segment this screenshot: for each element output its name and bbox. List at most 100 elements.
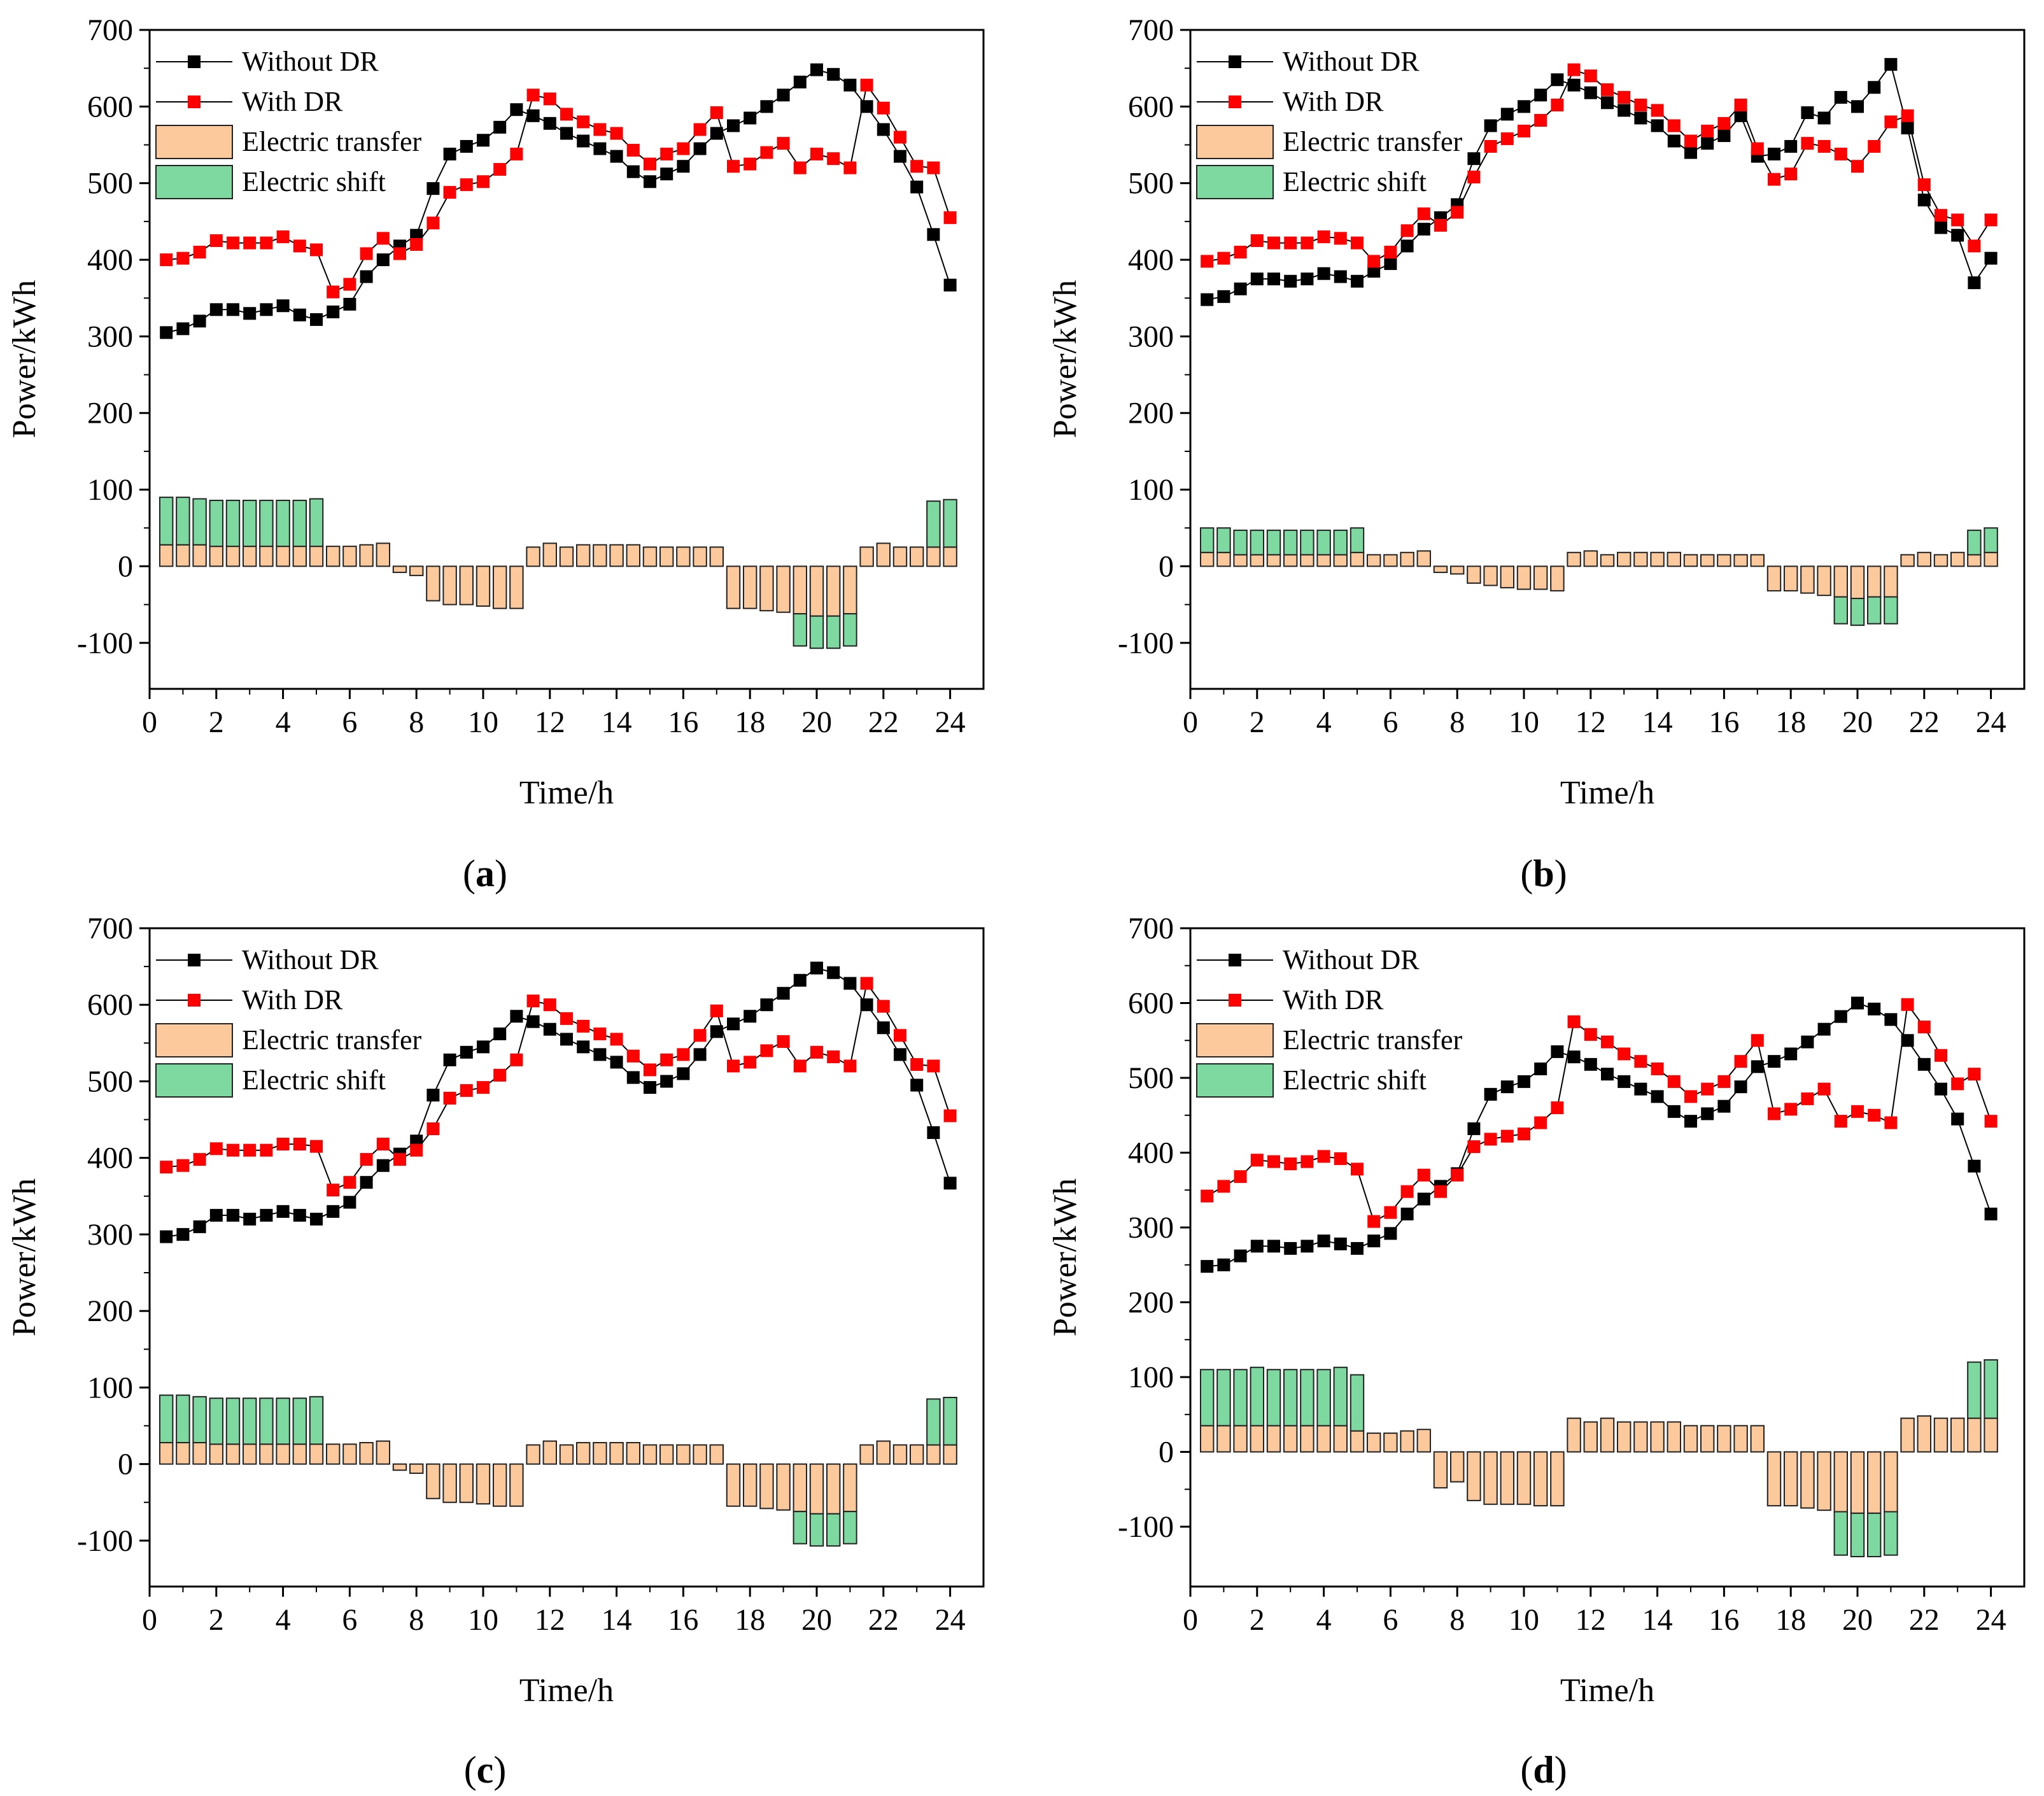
transfer-bar xyxy=(1900,554,1915,567)
y-tick-label: 700 xyxy=(1128,912,1174,945)
with-dr-point xyxy=(1784,167,1798,181)
with-dr-point xyxy=(1584,69,1597,83)
without-dr-point xyxy=(1551,73,1564,87)
without-dr-point xyxy=(426,1089,440,1102)
transfer-bar xyxy=(1866,565,1882,598)
transfer-bar xyxy=(609,544,624,567)
with-dr-point xyxy=(677,142,690,155)
x-tick-label: 8 xyxy=(1449,1603,1465,1637)
with-dr-point xyxy=(1717,117,1731,130)
with-dr-point xyxy=(260,236,273,250)
shift-bar xyxy=(242,1397,257,1445)
y-tick-label: 400 xyxy=(1128,243,1174,277)
y-tick-label: 600 xyxy=(1128,90,1174,124)
transfer-bar xyxy=(1884,565,1898,598)
with-dr-point xyxy=(1984,213,1998,227)
x-tick-label: 16 xyxy=(668,705,698,739)
shift-bar xyxy=(826,1513,841,1547)
y-tick-label: 400 xyxy=(87,1142,133,1175)
transfer-bar xyxy=(259,1443,274,1465)
transfer-bar xyxy=(1750,1425,1765,1453)
transfer-bar xyxy=(1750,554,1765,567)
without-dr-point xyxy=(1217,1258,1230,1271)
without-dr-point xyxy=(793,973,807,987)
with-dr-point xyxy=(1634,98,1647,111)
transfer-bar xyxy=(909,1444,924,1465)
without-dr-point xyxy=(727,119,740,132)
without-dr-point xyxy=(209,1208,223,1222)
with-dr-point xyxy=(193,1153,206,1166)
transfer-bar xyxy=(276,546,290,567)
transfer-bar xyxy=(642,1444,658,1465)
transfer-bar xyxy=(359,544,374,567)
shift-bar xyxy=(809,615,824,649)
transfer-bar xyxy=(809,1463,824,1515)
transfer-bar xyxy=(843,1463,857,1513)
with-dr-point xyxy=(810,147,823,160)
with-dr-point xyxy=(1968,1068,1981,1081)
with-dr-point xyxy=(1317,1150,1330,1163)
without-dr-point xyxy=(1417,222,1430,236)
with-dr-point xyxy=(1451,1168,1464,1182)
transfer-bar xyxy=(392,565,407,574)
with-dr-point xyxy=(777,1035,790,1048)
transfer-bar xyxy=(759,565,774,612)
legend-transfer-swatch xyxy=(1196,125,1274,159)
shift-bar xyxy=(1316,1369,1331,1427)
without-dr-point xyxy=(360,1176,373,1189)
transfer-bar xyxy=(1733,554,1748,567)
with-dr-point xyxy=(1768,1107,1780,1121)
without-dr-point xyxy=(1901,1034,1914,1047)
transfer-bar xyxy=(526,1444,540,1465)
legend-transfer-label: Electric transfer xyxy=(242,1024,422,1056)
y-tick-label: 400 xyxy=(1128,1136,1174,1170)
without-dr-point xyxy=(760,100,773,113)
shift-bar xyxy=(1833,1511,1849,1556)
transfer-bar xyxy=(1483,1451,1498,1505)
transfer-bar xyxy=(1266,554,1281,567)
without-dr-point xyxy=(293,1208,306,1222)
with-dr-point xyxy=(1434,218,1447,232)
transfer-bar xyxy=(1884,1451,1898,1513)
shift-bar xyxy=(1333,529,1348,556)
transfer-bar xyxy=(1333,1425,1348,1453)
shift-bar xyxy=(793,1511,808,1545)
with-dr-point xyxy=(1701,1082,1714,1096)
with-dr-point xyxy=(760,146,773,159)
with-dr-point xyxy=(1217,1180,1230,1193)
legend-transfer-label: Electric transfer xyxy=(242,126,422,157)
with-dr-point xyxy=(1300,1155,1314,1168)
transfer-bar xyxy=(876,1440,891,1465)
without-dr-point xyxy=(693,1048,707,1061)
with-dr-point xyxy=(1751,1034,1764,1047)
with-dr-point xyxy=(1801,137,1814,150)
with-dr-point xyxy=(1618,90,1631,104)
with-dr-point xyxy=(593,1027,607,1040)
shift-bar xyxy=(176,497,190,546)
transfer-bar xyxy=(1850,1451,1865,1514)
transfer-bar xyxy=(1683,1425,1698,1453)
without-dr-point xyxy=(1634,111,1647,125)
x-tick-label: 0 xyxy=(1183,1603,1198,1637)
transfer-bar xyxy=(1933,1417,1949,1453)
without-dr-point xyxy=(1618,1075,1631,1088)
with-dr-point xyxy=(443,186,456,199)
with-dr-point xyxy=(1534,1116,1547,1129)
transfer-bar xyxy=(392,1463,407,1471)
transfer-bar xyxy=(192,544,207,567)
legend-without-marker xyxy=(188,954,201,966)
transfer-bar xyxy=(609,1441,624,1465)
without-dr-point xyxy=(560,1033,573,1046)
transfer-bar xyxy=(1233,554,1248,567)
transfer-bar xyxy=(409,565,424,576)
transfer-bar xyxy=(1449,565,1465,575)
transfer-bar xyxy=(1400,551,1414,567)
without-dr-point xyxy=(526,109,540,122)
transfer-bar xyxy=(1433,1451,1448,1488)
without-dr-point xyxy=(1500,108,1514,121)
with-dr-point xyxy=(1417,1168,1430,1182)
caption-letter: b xyxy=(1533,852,1554,894)
with-dr-point xyxy=(927,161,940,174)
transfer-bar xyxy=(1316,1425,1331,1453)
transfer-bar xyxy=(943,1444,957,1465)
